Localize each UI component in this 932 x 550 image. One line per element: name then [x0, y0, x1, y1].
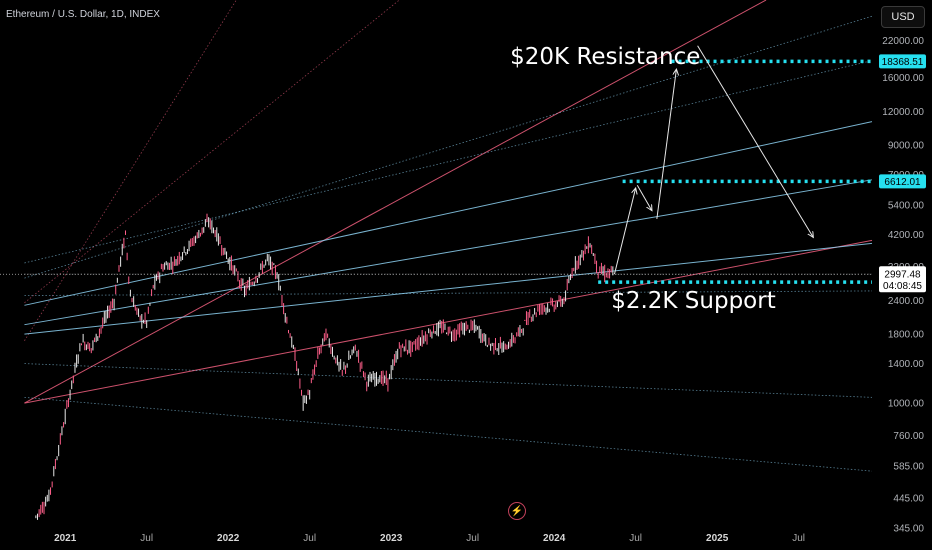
x-tick-label: Jul — [140, 533, 153, 544]
level-price-label: 18368.51 — [882, 57, 924, 68]
annotation: $20K Resistance — [510, 44, 700, 70]
level-price-tag — [879, 54, 926, 69]
y-tick-label: 1000.00 — [888, 399, 925, 410]
trend-line — [24, 239, 873, 404]
level-price-label: 6612.01 — [884, 177, 921, 188]
projection-arrow — [636, 184, 652, 211]
currency-button[interactable]: USD — [881, 6, 925, 28]
tradingview-logo-icon[interactable]: ⚡ — [508, 502, 526, 520]
y-tick-label: 12000.00 — [882, 107, 924, 118]
trend-line — [24, 121, 873, 306]
y-tick-label: 1800.00 — [888, 330, 925, 341]
projection-arrows — [613, 45, 814, 275]
trend-line — [24, 242, 873, 335]
level-price-tag — [879, 174, 926, 189]
y-tick-label: 16000.00 — [882, 73, 924, 84]
projection-arrow — [656, 69, 677, 220]
y-tick-label: 22000.00 — [882, 36, 924, 47]
x-tick-label: Jul — [303, 533, 316, 544]
trend-line — [24, 0, 767, 404]
x-tick-label: Jul — [792, 533, 805, 544]
trend-line — [24, 290, 873, 296]
x-tick-label: Jul — [466, 533, 479, 544]
y-tick-label: 5400.00 — [888, 201, 925, 212]
x-tick-label: 2022 — [217, 533, 240, 544]
trend-line — [24, 179, 873, 326]
y-tick-label: 345.00 — [893, 524, 924, 535]
trend-line — [24, 60, 873, 264]
trend-line — [24, 0, 400, 304]
annotation: $2.2K Support — [611, 288, 776, 314]
x-tick-label: 2021 — [54, 533, 77, 544]
annotations: $20K Resistance $2.2K Support — [510, 44, 776, 314]
y-tick-label: 1400.00 — [888, 359, 925, 370]
projection-arrow — [697, 45, 814, 238]
x-tick-label: 2023 — [380, 533, 403, 544]
x-tick-label: 2025 — [706, 533, 729, 544]
trend-line — [24, 396, 873, 472]
chart-title: Ethereum / U.S. Dollar, 1D, INDEX — [6, 9, 160, 20]
x-tick-label: 2024 — [543, 533, 566, 544]
trend-line — [24, 15, 873, 279]
countdown-label: 04:08:45 — [883, 281, 922, 292]
current-price-tag — [879, 266, 926, 293]
axes: 22000.0016000.0012000.009000.007000.0054… — [54, 36, 926, 544]
y-tick-label: 445.00 — [893, 494, 924, 505]
price-series — [35, 213, 614, 520]
horizontal-levels — [0, 59, 872, 284]
trend-lines — [24, 0, 873, 472]
y-tick-label: 4200.00 — [888, 230, 925, 241]
projection-arrow — [613, 188, 635, 275]
x-tick-label: Jul — [629, 533, 642, 544]
y-tick-label: 585.00 — [893, 462, 924, 473]
y-tick-label: 2400.00 — [888, 296, 925, 307]
y-tick-label: 760.00 — [893, 431, 924, 442]
trend-line — [24, 0, 237, 342]
trend-line — [24, 363, 873, 398]
current-price-label: 2997.48 — [884, 270, 921, 281]
y-tick-label: 9000.00 — [888, 141, 925, 152]
